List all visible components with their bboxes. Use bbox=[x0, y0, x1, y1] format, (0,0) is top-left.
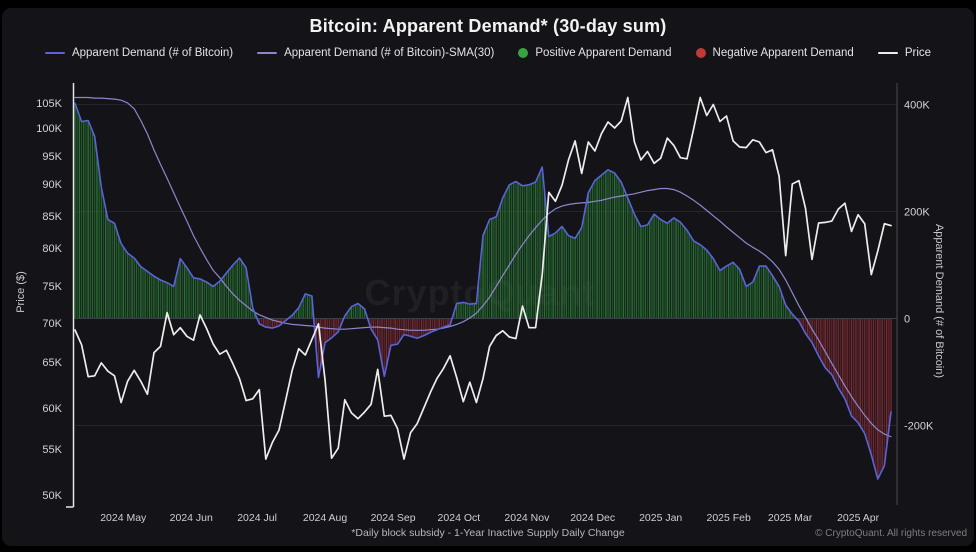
right-axis-title: Apparent Demand (# of Bitcoin) bbox=[933, 223, 945, 379]
price-tick-label: 75K bbox=[42, 281, 62, 293]
legend-item-price-line[interactable]: Price bbox=[877, 47, 932, 59]
month-tick-label: 2024 Jul bbox=[237, 512, 277, 524]
legend-item-label: Apparent Demand (# of Bitcoin)-SMA(30) bbox=[284, 47, 495, 59]
price-line bbox=[74, 96, 892, 460]
demand-tick-label: -200K bbox=[904, 421, 934, 433]
price-line-swatch-icon bbox=[877, 52, 898, 54]
legend-item-label: Positive Apparent Demand bbox=[535, 47, 672, 59]
demand-tick-label: 400K bbox=[904, 100, 930, 112]
demand-tick-label: 0 bbox=[904, 314, 910, 326]
sma-line bbox=[74, 96, 892, 438]
price-tick-label: 80K bbox=[42, 243, 62, 255]
month-tick-label: 2024 May bbox=[100, 512, 147, 524]
demand-tick-label: 200K bbox=[904, 207, 930, 219]
month-tick-label: 2025 Jan bbox=[639, 512, 682, 524]
negative-dot-swatch-icon bbox=[695, 48, 706, 58]
legend-item-label: Negative Apparent Demand bbox=[712, 47, 854, 59]
legend-item-demand-line[interactable]: Apparent Demand (# of Bitcoin) bbox=[44, 47, 234, 59]
price-tick-label: 90K bbox=[42, 179, 62, 191]
positive-dot-swatch-icon bbox=[518, 48, 529, 58]
month-tick-label: 2024 Dec bbox=[570, 512, 615, 524]
price-tick-label: 85K bbox=[42, 211, 62, 223]
price-tick-label: 70K bbox=[42, 318, 62, 330]
month-tick-label: 2024 Sep bbox=[371, 512, 416, 524]
demand-line-swatch-icon bbox=[44, 52, 65, 54]
legend-item-sma-line[interactable]: Apparent Demand (# of Bitcoin)-SMA(30) bbox=[257, 47, 494, 59]
copyright: © CryptoQuant. All rights reserved bbox=[815, 528, 967, 539]
legend: Apparent Demand (# of Bitcoin) Apparent D… bbox=[0, 47, 976, 59]
month-tick-label: 2025 Mar bbox=[768, 512, 813, 524]
legend-item-positive-dot[interactable]: Positive Apparent Demand bbox=[518, 47, 672, 59]
month-tick-label: 2024 Oct bbox=[438, 512, 481, 524]
price-tick-label: 105K bbox=[36, 98, 62, 110]
price-tick-label: 100K bbox=[36, 123, 62, 135]
demand-bars bbox=[74, 103, 892, 479]
price-tick-label: 65K bbox=[42, 357, 62, 369]
month-tick-label: 2024 Jun bbox=[170, 512, 213, 524]
page-title: Bitcoin: Apparent Demand* (30-day sum) bbox=[309, 16, 667, 36]
price-tick-label: 50K bbox=[42, 490, 62, 502]
legend-item-label: Price bbox=[904, 47, 932, 59]
price-tick-label: 60K bbox=[42, 403, 62, 415]
demand-line bbox=[74, 102, 892, 480]
month-tick-label: 2024 Aug bbox=[303, 512, 348, 524]
footnote: *Daily block subsidy - 1-Year Inactive S… bbox=[351, 527, 625, 539]
left-axis-title: Price ($) bbox=[15, 271, 27, 313]
sma-line-swatch-icon bbox=[257, 52, 278, 54]
legend-item-negative-dot[interactable]: Negative Apparent Demand bbox=[695, 47, 854, 59]
legend-item-label: Apparent Demand (# of Bitcoin) bbox=[71, 47, 234, 59]
price-tick-label: 95K bbox=[42, 151, 62, 163]
month-tick-label: 2024 Nov bbox=[504, 512, 550, 524]
month-tick-label: 2025 Apr bbox=[837, 512, 880, 524]
month-tick-label: 2025 Feb bbox=[706, 512, 751, 524]
price-tick-label: 55K bbox=[42, 444, 62, 456]
